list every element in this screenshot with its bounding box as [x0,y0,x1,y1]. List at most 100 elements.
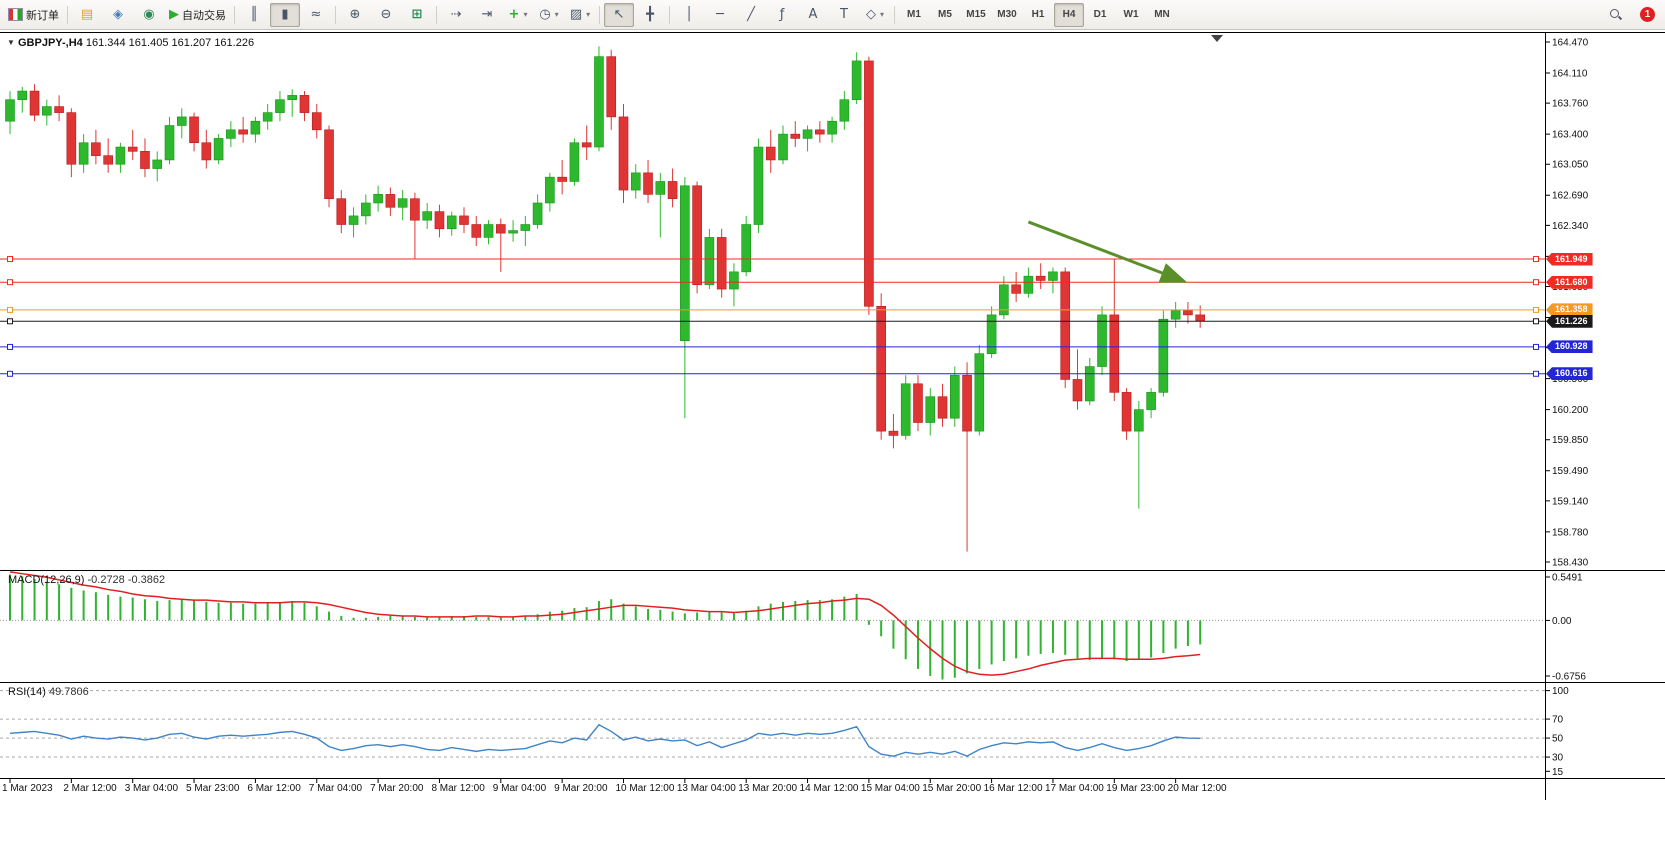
chart-shift-button[interactable]: ⇥ [472,3,502,27]
tf-w1-button[interactable]: W1 [1116,3,1146,27]
crosshair-button[interactable]: ╋ [635,3,665,27]
indicators-icon: + [508,7,520,22]
text-button[interactable]: A [798,3,828,27]
notification-badge[interactable]: 1 [1640,7,1655,22]
svg-text:159.140: 159.140 [1552,496,1589,507]
hline-handle[interactable] [7,370,13,377]
svg-text:2 Mar 12:00: 2 Mar 12:00 [63,783,117,794]
search-button[interactable] [1600,3,1630,27]
shapes-icon: ◇ [865,7,876,22]
tf-m1-button[interactable]: M1 [899,3,929,27]
fibonacci-icon: ƒ [779,7,785,22]
svg-text:158.780: 158.780 [1552,527,1589,538]
new-order-button[interactable]: 新订单 [4,3,63,27]
market-watch-icon: ▤ [80,7,94,22]
rsi-axis: 100 70 50 30 15 [1545,686,1569,778]
toolbar-separator [234,5,235,24]
vertical-line-icon: │ [685,7,693,22]
tf-h1-button[interactable]: H1 [1023,3,1053,27]
label-icon: T [840,7,848,22]
trendline-button[interactable]: ╱ [736,3,766,27]
svg-text:162.690: 162.690 [1552,191,1589,202]
auto-scroll-button[interactable]: ⇢ [441,3,471,27]
hline-handle[interactable] [7,279,13,286]
autotrading-button[interactable]: ▶ 自动交易 [165,3,230,27]
fibonacci-button[interactable]: ƒ [767,3,797,27]
chart-shift-icon: ⇥ [481,7,493,22]
tile-windows-icon: ⊞ [411,7,423,22]
templates-button[interactable]: ▨ ▾ [565,3,595,27]
autotrading-button-label: 自动交易 [182,9,226,22]
hline-handle[interactable] [1533,306,1539,313]
indicators-button[interactable]: + ▾ [503,3,533,27]
label-button[interactable]: T [829,3,859,27]
trend-arrow[interactable] [1027,220,1188,283]
price-label-160.616: 160.616 [1546,367,1593,381]
hline-handle[interactable] [7,318,13,325]
zoom-in-button[interactable]: ⊕ [340,3,370,27]
hline-handle[interactable] [1533,370,1539,377]
collapse-arrow-icon[interactable]: ▼ [7,38,15,47]
horizontal-line-button[interactable]: ─ [705,3,735,27]
tf-m30-button-label: M30 [997,9,1017,20]
hline-handle[interactable] [7,306,13,313]
dropdown-arrow-icon: ▾ [554,10,559,19]
svg-text:8 Mar 12:00: 8 Mar 12:00 [431,783,485,794]
tf-mn-button[interactable]: MN [1147,3,1177,27]
time-axis[interactable]: 1 Mar 2023 2 Mar 12:00 3 Mar 04:00 5 Mar 23… [2,778,1227,795]
candlestick-chart-button[interactable]: ▮ [270,2,300,27]
price-label-161.680: 161.680 [1546,275,1593,289]
terminal-icon: ◉ [143,7,155,22]
hline-handle[interactable] [1533,279,1539,286]
terminal-button[interactable]: ◉ [134,3,164,27]
cursor-icon: ↖ [613,7,625,22]
price-label-161.358: 161.358 [1546,303,1593,317]
price-label-161.949: 161.949 [1546,252,1593,266]
tf-h4-button[interactable]: H4 [1054,2,1084,27]
svg-text:15: 15 [1552,767,1564,778]
macd-axis: 0.5491 0.00 -0.6756 [1545,573,1586,683]
bar-chart-button[interactable]: ║ [239,3,269,27]
price-label-160.928: 160.928 [1546,340,1593,354]
hline-handle[interactable] [1533,318,1539,325]
tf-m5-button[interactable]: M5 [930,3,960,27]
svg-text:100: 100 [1552,686,1569,697]
templates-icon: ▨ [569,7,583,22]
svg-text:70: 70 [1552,715,1564,726]
vertical-line-button[interactable]: │ [674,3,704,27]
periods-button[interactable]: ◷ ▾ [534,3,564,27]
zoom-out-icon: ⊖ [380,7,392,22]
shapes-button[interactable]: ◇ ▾ [860,3,890,27]
navigator-button[interactable]: ◈ [103,3,133,27]
chart-frame [0,32,1665,800]
zoom-out-button[interactable]: ⊖ [371,3,401,27]
symbol-period-label: GBPJPY-,H4 [17,37,83,49]
line-chart-button[interactable]: ≈ [301,3,331,27]
tf-m1-button-label: M1 [907,9,921,20]
tf-d1-button[interactable]: D1 [1085,3,1115,27]
tf-m30-button[interactable]: M30 [992,3,1022,27]
chart-shift-marker[interactable] [1211,35,1223,42]
tf-h4-button-label: H4 [1062,9,1076,20]
toolbar: 新订单 ▤ ◈ ◉ ▶ 自动交易 ║ ▮ ≈ ⊕ ⊖ ⊞ ⇢ ⇥ + ▾ ◷ ▾ ▨ ▾ ↖ ╋ │ ─ ╱ ƒ A T ◇ ▾ M1 M5 M… [0,0,1665,30]
periods-icon: ◷ [539,7,551,22]
svg-text:-0.6756: -0.6756 [1552,672,1586,683]
cursor-button[interactable]: ↖ [604,2,634,27]
toolbar-separator [669,5,670,24]
tile-windows-button[interactable]: ⊞ [402,3,432,27]
tf-m15-button-label: M15 [966,9,986,20]
hline-handle[interactable] [1533,256,1539,263]
hline-handle[interactable] [7,256,13,263]
price-axis[interactable]: 164.470 164.110 163.760 163.400 163.050 162.6… [1545,38,1589,569]
tf-w1-button-label: W1 [1123,9,1139,20]
macd-layer [9,571,1202,680]
tf-m15-button[interactable]: M15 [961,3,991,27]
toolbar-right: 1 [1600,3,1661,27]
market-watch-button[interactable]: ▤ [72,3,102,27]
bar-chart-icon: ║ [250,7,258,22]
hline-handle[interactable] [1533,343,1539,350]
svg-text:7 Mar 04:00: 7 Mar 04:00 [309,783,363,794]
hline-handle[interactable] [7,343,13,350]
